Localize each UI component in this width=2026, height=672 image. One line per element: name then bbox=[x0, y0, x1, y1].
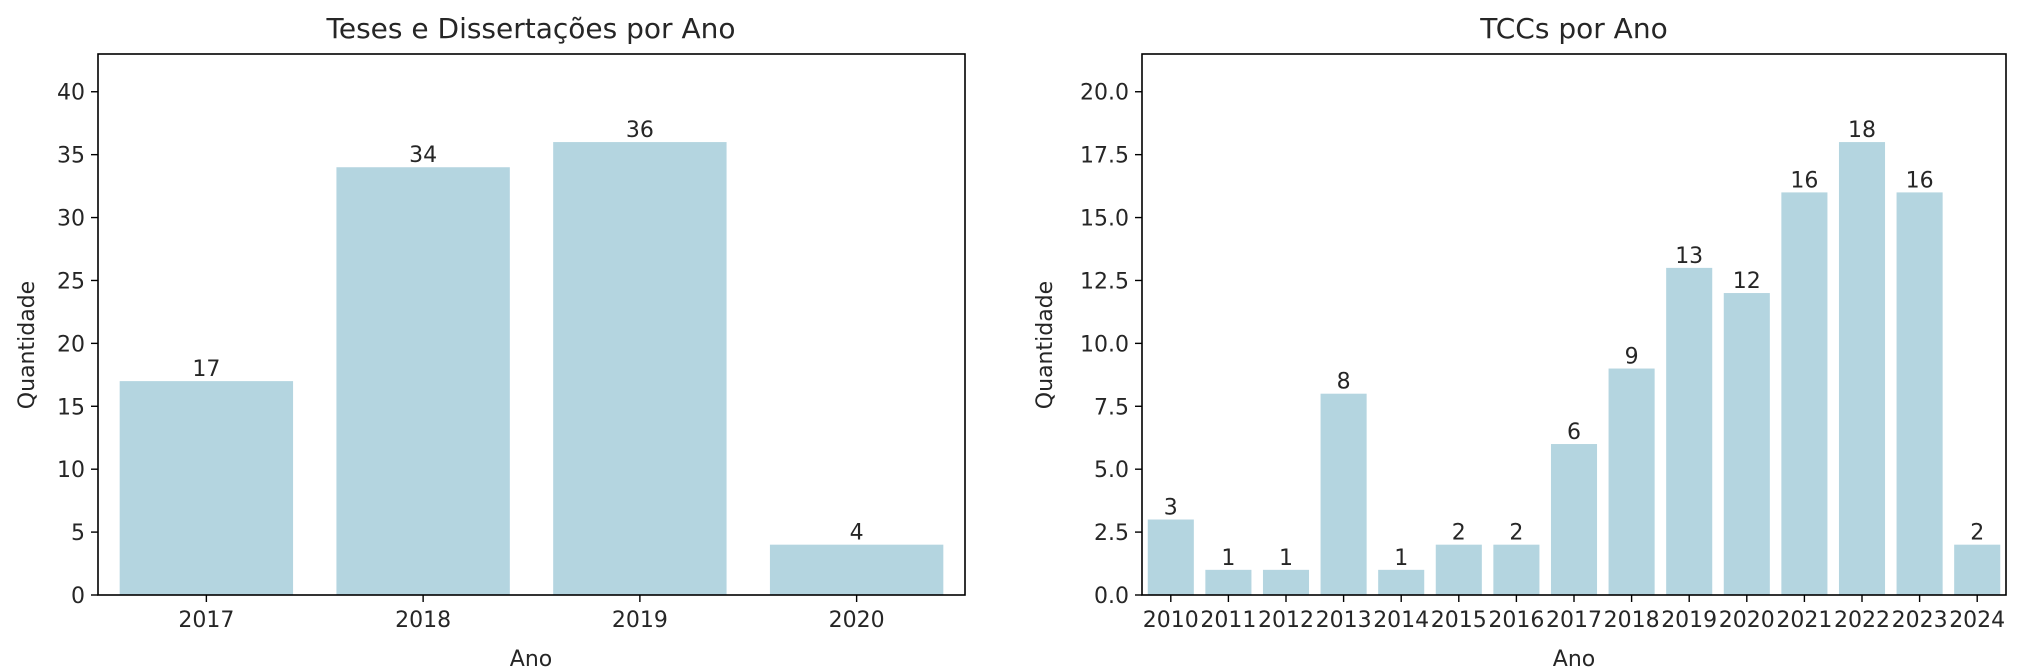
x-tick-label: 2020 bbox=[1719, 608, 1775, 633]
bar bbox=[1550, 444, 1598, 595]
x-tick-label: 2023 bbox=[1892, 608, 1948, 633]
y-tick-label: 25 bbox=[57, 269, 85, 294]
x-ticks: 2017 2018 2019 2020 bbox=[178, 595, 885, 633]
x-tick-label: 2017 bbox=[178, 608, 234, 633]
bar bbox=[1147, 519, 1194, 595]
bar-value-label: 2 bbox=[1970, 521, 1984, 546]
bar bbox=[1896, 192, 1943, 595]
x-tick-label: 2020 bbox=[829, 608, 885, 633]
bar-value-label: 17 bbox=[192, 357, 220, 382]
x-tick-label: 2016 bbox=[1488, 608, 1544, 633]
bar-value-label: 16 bbox=[1790, 168, 1818, 193]
y-tick-label: 10.0 bbox=[1080, 332, 1129, 357]
bar bbox=[119, 381, 294, 595]
y-tick-label: 0 bbox=[71, 584, 85, 609]
bar-group bbox=[1147, 142, 2001, 595]
y-tick-label: 30 bbox=[57, 207, 85, 232]
x-tick-label: 2024 bbox=[1949, 608, 2005, 633]
x-tick-label: 2010 bbox=[1143, 608, 1199, 633]
y-tick-label: 0.0 bbox=[1094, 584, 1129, 609]
x-tick-label: 2022 bbox=[1834, 608, 1890, 633]
y-tick-label: 40 bbox=[57, 81, 85, 106]
x-tick-label: 2013 bbox=[1316, 608, 1372, 633]
x-axis-label: Ano bbox=[510, 647, 552, 672]
bar-group bbox=[119, 142, 944, 596]
bar-value-label: 4 bbox=[850, 521, 864, 546]
bar bbox=[1378, 569, 1425, 595]
bar-value-label: 12 bbox=[1733, 269, 1761, 294]
bar bbox=[1666, 267, 1713, 595]
bar-value-label: 1 bbox=[1394, 546, 1408, 571]
y-tick-label: 15.0 bbox=[1080, 207, 1129, 232]
bar bbox=[1838, 142, 1886, 595]
chart-title: Teses e Dissertações por Ano bbox=[326, 12, 736, 45]
x-tick-label: 2014 bbox=[1373, 608, 1429, 633]
y-tick-label: 17.5 bbox=[1080, 144, 1129, 169]
y-tick-label: 12.5 bbox=[1080, 269, 1129, 294]
bar-value-label: 2 bbox=[1509, 521, 1523, 546]
y-axis-label: Quantidade bbox=[15, 281, 40, 409]
bar bbox=[1205, 569, 1252, 595]
bar bbox=[1493, 544, 1540, 595]
bar bbox=[1262, 569, 1310, 595]
x-tick-label: 2018 bbox=[395, 608, 451, 633]
chart-title: TCCs por Ano bbox=[1479, 12, 1667, 45]
plot-frame bbox=[97, 53, 966, 596]
x-tick-label: 2017 bbox=[1546, 608, 1602, 633]
y-ticks: 0 5 10 15 20 25 30 35 40 bbox=[57, 81, 98, 609]
bar bbox=[1608, 368, 1655, 595]
bar-value-label: 16 bbox=[1906, 168, 1934, 193]
bar-value-label: 18 bbox=[1848, 118, 1876, 143]
bar-value-label: 9 bbox=[1625, 345, 1639, 370]
y-axis-label: Quantidade bbox=[1033, 281, 1058, 409]
x-tick-label: 2015 bbox=[1431, 608, 1487, 633]
bar bbox=[1954, 544, 2001, 595]
bar-value-label: 2 bbox=[1452, 521, 1466, 546]
bar bbox=[769, 544, 944, 595]
y-tick-label: 5.0 bbox=[1094, 458, 1129, 483]
bar-value-label: 8 bbox=[1337, 370, 1351, 395]
bar-value-label: 6 bbox=[1567, 420, 1581, 445]
x-tick-label: 2012 bbox=[1258, 608, 1314, 633]
x-ticks: 2010 2011 2012 2013 2014 2015 2016 2017 2018 2019… bbox=[1143, 595, 2005, 633]
bar bbox=[1320, 393, 1367, 595]
bar-value-label: 34 bbox=[409, 143, 437, 168]
bar bbox=[336, 167, 510, 596]
bar bbox=[1435, 544, 1482, 595]
x-axis-label: Ano bbox=[1553, 647, 1595, 672]
chart-teses-dissertacoes: Teses e Dissertações por Ano Quantidade … bbox=[15, 12, 966, 672]
bar bbox=[1723, 293, 1770, 595]
y-tick-label: 35 bbox=[57, 144, 85, 169]
y-tick-label: 15 bbox=[57, 395, 85, 420]
y-ticks: 0.0 2.5 5.0 7.5 10.0 12.5 15.0 17.5 20.0 bbox=[1080, 81, 1142, 609]
y-tick-label: 2.5 bbox=[1094, 521, 1129, 546]
y-tick-label: 7.5 bbox=[1094, 395, 1129, 420]
bar-value-label: 36 bbox=[626, 118, 654, 143]
x-tick-label: 2019 bbox=[1661, 608, 1717, 633]
bar-value-label: 1 bbox=[1221, 546, 1235, 571]
bar-value-label: 1 bbox=[1279, 546, 1293, 571]
x-tick-label: 2019 bbox=[612, 608, 668, 633]
y-tick-label: 20 bbox=[57, 332, 85, 357]
y-tick-label: 5 bbox=[71, 521, 85, 546]
y-tick-label: 10 bbox=[57, 458, 85, 483]
plot-frame bbox=[1141, 53, 2007, 596]
bar-value-label: 3 bbox=[1164, 496, 1178, 521]
x-tick-label: 2011 bbox=[1200, 608, 1256, 633]
bar bbox=[553, 142, 727, 595]
bar-value-label: 13 bbox=[1675, 244, 1703, 269]
x-tick-label: 2021 bbox=[1776, 608, 1832, 633]
bar bbox=[1781, 192, 1828, 595]
x-tick-label: 2018 bbox=[1604, 608, 1660, 633]
bar-label-group: 17 34 36 4 bbox=[192, 118, 863, 546]
y-tick-label: 20.0 bbox=[1080, 81, 1129, 106]
